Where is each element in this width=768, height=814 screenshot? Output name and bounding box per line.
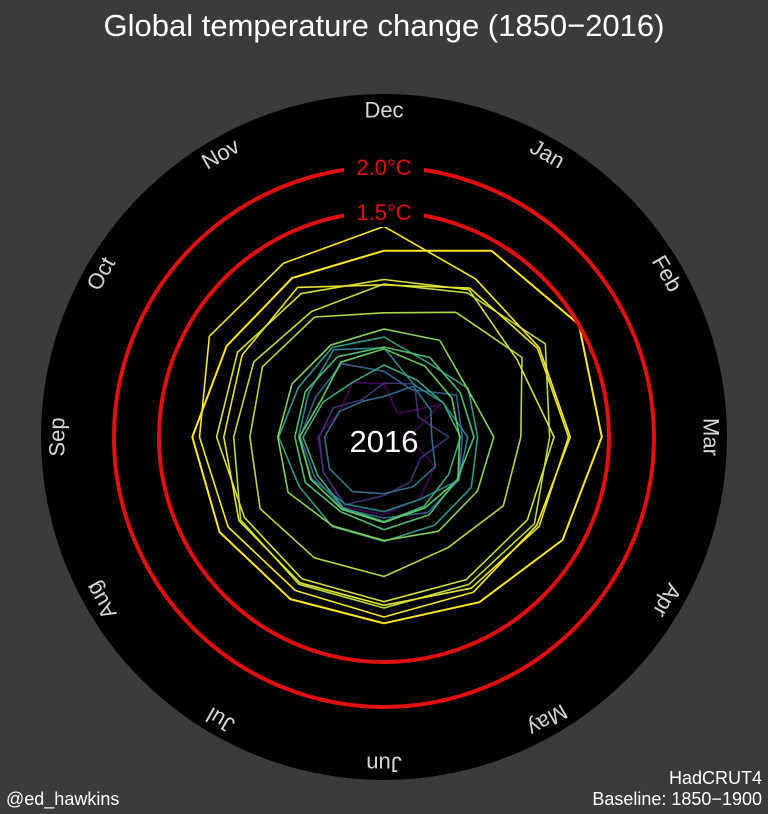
source-block: HadCRUT4 Baseline: 1850−1900 — [592, 768, 762, 810]
series-line-1900 — [299, 362, 464, 519]
series-line-2010 — [223, 284, 570, 607]
series-layer — [191, 225, 603, 625]
month-label-sep: Sep — [45, 417, 70, 456]
series-line-1998 — [232, 283, 551, 609]
month-label-jun: Jun — [366, 752, 401, 777]
series-line-1995 — [249, 311, 523, 578]
series-line-2015 — [198, 225, 572, 618]
threshold-layer: 1.5°C 2.0°C — [112, 152, 656, 709]
series-line-1976 — [298, 347, 461, 524]
chart-title: Global temperature change (1850−2016) — [103, 8, 665, 43]
threshold-label-bg — [344, 197, 424, 227]
series-line-1925 — [297, 347, 469, 513]
plot-disc — [41, 94, 727, 780]
series-line-2005 — [215, 278, 555, 603]
month-label-dec: Dec — [364, 98, 403, 123]
threshold-label-2: 2.0°C — [356, 155, 411, 180]
series-line-1950 — [302, 364, 462, 523]
series-line-1985 — [276, 328, 495, 542]
baseline-label: Baseline: 1850−1900 — [592, 789, 762, 809]
source-label: HadCRUT4 — [668, 768, 762, 788]
center-year-label: 2016 — [350, 424, 419, 459]
series-line-1940 — [277, 336, 479, 543]
threshold-label-bg — [344, 152, 424, 182]
author-handle: @ed_hawkins — [6, 789, 120, 809]
series-line-2016 — [191, 249, 603, 625]
series-line-1910 — [323, 385, 437, 495]
month-label-mar: Mar — [699, 418, 724, 456]
threshold-label-1.5: 1.5°C — [356, 200, 411, 225]
series-line-1965 — [294, 346, 475, 531]
series-line-1875 — [318, 382, 450, 506]
